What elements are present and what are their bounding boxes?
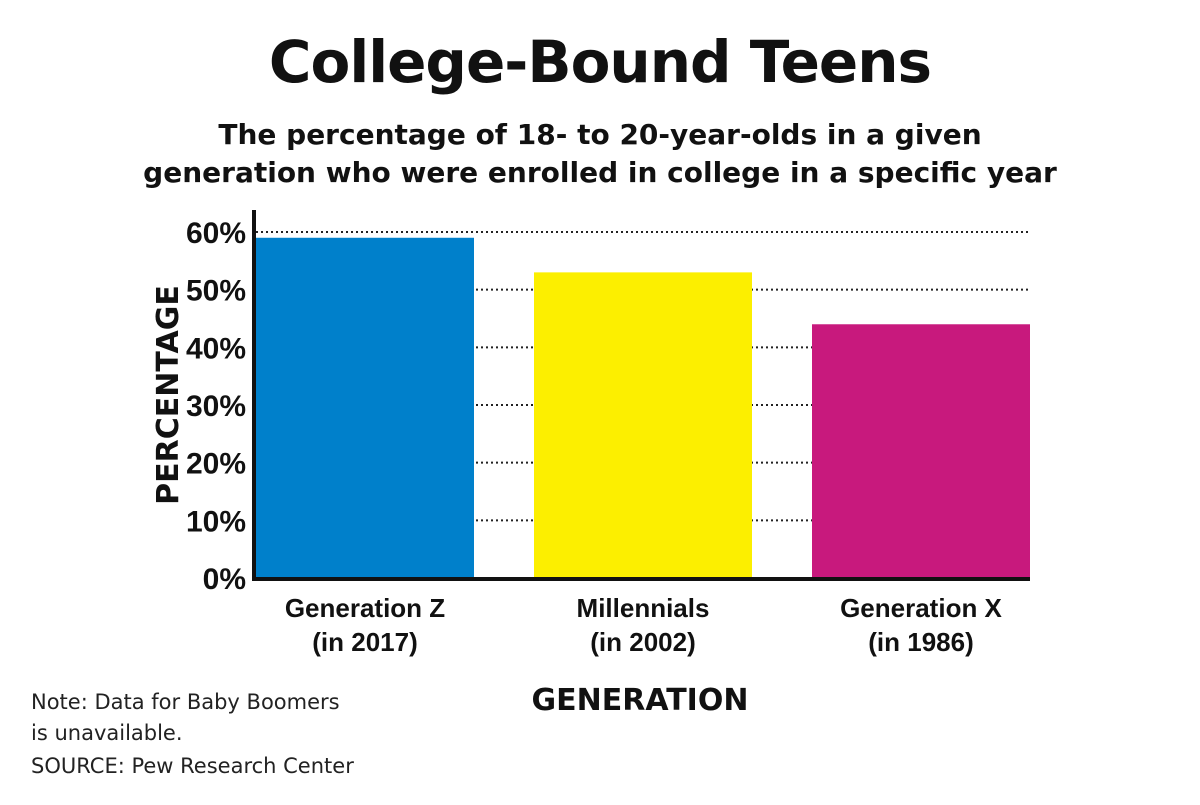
y-tick-label: 60% bbox=[186, 217, 246, 250]
y-tick-label: 50% bbox=[186, 275, 246, 308]
y-axis-label: PERCENTAGE bbox=[151, 285, 186, 505]
bar bbox=[256, 237, 474, 578]
bar bbox=[534, 272, 752, 578]
y-tick-label: 10% bbox=[186, 505, 246, 538]
x-category-label: Generation Z bbox=[285, 593, 445, 623]
chart-subtitle: The percentage of 18- to 20-year-olds in… bbox=[0, 116, 1200, 192]
x-category-label: Generation X bbox=[840, 593, 1002, 623]
note-line-1: Note: Data for Baby Boomers bbox=[31, 690, 340, 714]
x-category-label: Millennials bbox=[577, 593, 710, 623]
subtitle-line-2: generation who were enrolled in college … bbox=[143, 156, 1057, 189]
bars bbox=[256, 237, 1030, 578]
y-tick-label: 0% bbox=[203, 563, 246, 596]
y-tick-labels: 0% 10% 20% 30% 40% 50% 60% bbox=[186, 217, 246, 596]
x-category-sublabel: (in 2002) bbox=[590, 627, 696, 657]
y-tick-label: 20% bbox=[186, 448, 246, 481]
note: Note: Data for Baby Boomers is unavailab… bbox=[31, 687, 340, 749]
note-line-2: is unavailable. bbox=[31, 721, 183, 745]
subtitle-line-1: The percentage of 18- to 20-year-olds in… bbox=[218, 118, 982, 151]
x-axis-label: GENERATION bbox=[531, 683, 749, 718]
bar bbox=[812, 324, 1030, 578]
y-tick-label: 40% bbox=[186, 332, 246, 365]
y-tick-label: 30% bbox=[186, 390, 246, 423]
x-category-sublabel: (in 1986) bbox=[868, 627, 974, 657]
source-credit: SOURCE: Pew Research Center bbox=[31, 754, 354, 778]
chart-title: College-Bound Teens bbox=[268, 28, 932, 96]
x-category-sublabel: (in 2017) bbox=[312, 627, 418, 657]
x-category-labels: Generation Z (in 2017) Millennials (in 2002… bbox=[285, 593, 1003, 657]
